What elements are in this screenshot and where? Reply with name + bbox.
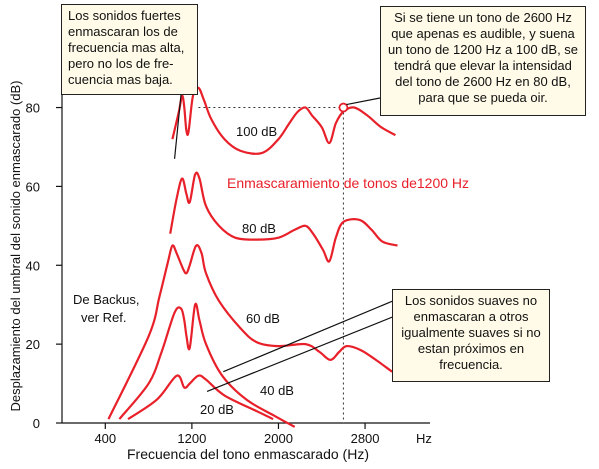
series-line-80db bbox=[169, 171, 398, 263]
callout-line: frecuencia. bbox=[439, 357, 503, 372]
y-axis-label: Desplazamiento del umbral del sonido enm… bbox=[8, 81, 23, 412]
leader-soft-sounds-a bbox=[223, 297, 401, 373]
callout-line: para que se pueda oir. bbox=[418, 90, 548, 105]
series-line-100db bbox=[171, 86, 396, 155]
source-line-2: ver Ref. bbox=[81, 310, 127, 325]
series-line-60db bbox=[107, 244, 393, 420]
callout-line: Los sonidos fuertes bbox=[68, 8, 181, 23]
series-line-20db bbox=[127, 374, 274, 421]
series-label-80db: 80 dB bbox=[242, 221, 276, 236]
x-tick-label: 2000 bbox=[264, 431, 293, 446]
series-label-20db: 20 dB bbox=[200, 402, 234, 417]
callout-line: enmascaran a otros bbox=[413, 309, 529, 324]
series-label-60db: 60 dB bbox=[246, 311, 280, 326]
axes bbox=[61, 76, 430, 424]
series-group bbox=[107, 86, 398, 428]
source-line-1: De Backus, bbox=[73, 292, 139, 307]
x-axis-label: Frecuencia del tono enmascarado (Hz) bbox=[127, 446, 369, 462]
leader-lines bbox=[173, 94, 401, 393]
leader-soft-sounds-b bbox=[206, 313, 401, 393]
labels: Hz Frecuencia del tono enmascarado (Hz) … bbox=[8, 81, 469, 462]
callout-line: igualmente suaves si no bbox=[401, 325, 541, 340]
y-tick-label: 80 bbox=[26, 101, 40, 116]
callout-line: un tono de 1200 Hz a 100 dB, se bbox=[387, 42, 579, 57]
callout-line: Los sonidos suaves no bbox=[404, 293, 538, 308]
callout-line: pero no los de fre- bbox=[68, 56, 174, 71]
callout-loud-sounds: Los sonidos fuertes enmascaran los de fr… bbox=[61, 4, 198, 95]
series-label-100db: 100 dB bbox=[236, 124, 277, 139]
callout-soft-sounds: Los sonidos suaves no enmascaran a otros… bbox=[392, 289, 550, 382]
y-tick-label: 40 bbox=[26, 258, 40, 273]
callout-line: enmascaran los de bbox=[68, 24, 178, 39]
ticks: 0 20 40 60 80 400 1200 2000 2800 bbox=[26, 101, 380, 446]
callout-line: Si se tiene un tono de 2600 Hz bbox=[394, 10, 572, 25]
series-line-40db bbox=[118, 302, 296, 428]
callout-line: que apenas es audible, y suena bbox=[391, 26, 575, 41]
callout-2600hz-example: Si se tiene un tono de 2600 Hz que apena… bbox=[380, 6, 586, 116]
x-unit-label: Hz bbox=[416, 431, 432, 446]
y-tick-label: 0 bbox=[33, 416, 40, 431]
callout-line: tendrá que elevar la intensidad bbox=[394, 58, 572, 73]
x-tick-label: 2800 bbox=[351, 431, 380, 446]
y-tick-label: 60 bbox=[26, 179, 40, 194]
chart-title: Enmascaramiento de tonos de1200 Hz bbox=[227, 175, 469, 191]
leader-loud-sounds bbox=[173, 94, 182, 159]
series-label-40db: 40 dB bbox=[260, 383, 294, 398]
y-tick-label: 20 bbox=[26, 337, 40, 352]
callout-line: cuencia mas baja. bbox=[68, 72, 173, 87]
callout-line: estan próximos en bbox=[417, 341, 525, 356]
guide-lines bbox=[198, 107, 344, 423]
x-tick-label: 400 bbox=[94, 431, 116, 446]
marker-2600hz bbox=[338, 102, 349, 113]
callout-line: frecuencia mas alta, bbox=[68, 40, 185, 55]
x-tick-label: 1200 bbox=[177, 431, 206, 446]
callout-line: del tono de 2600 Hz en 80 dB, bbox=[395, 74, 571, 89]
leader-2600hz bbox=[346, 97, 381, 106]
